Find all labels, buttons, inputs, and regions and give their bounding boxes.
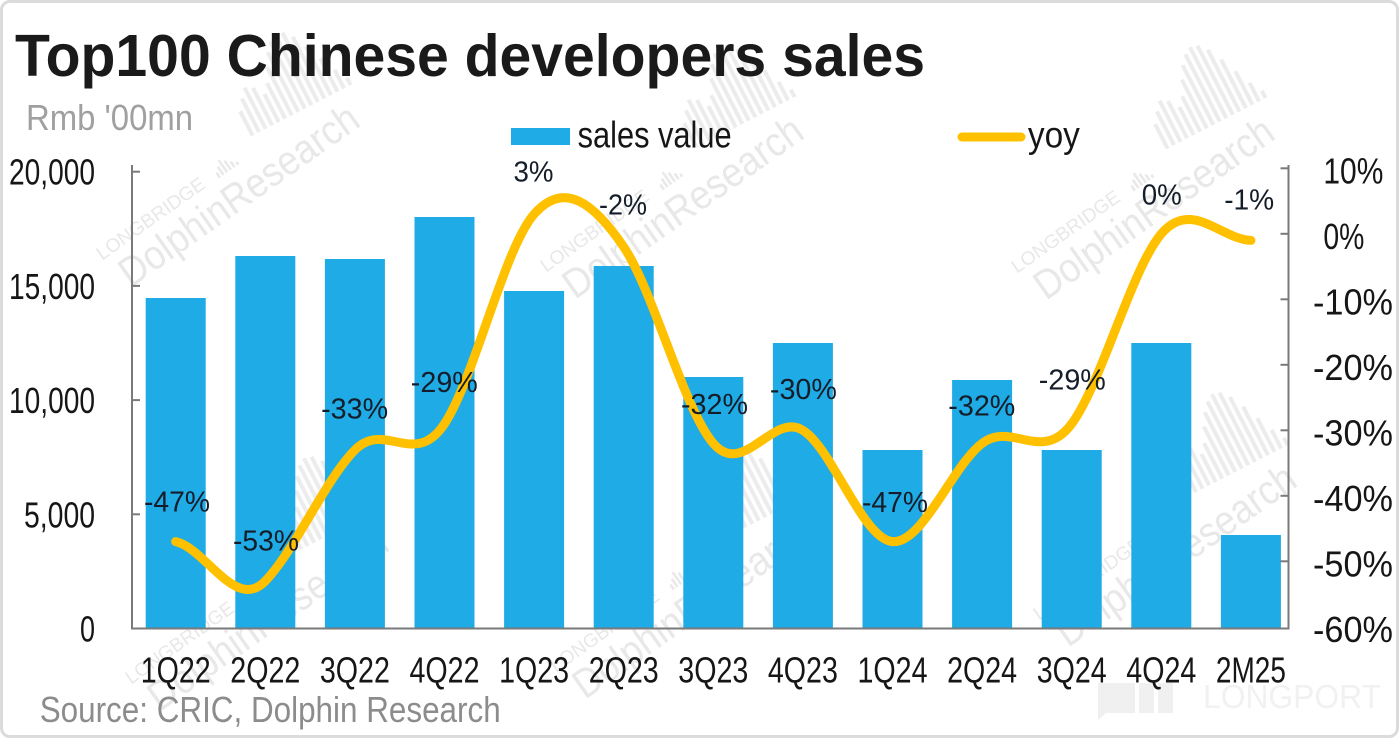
svg-text:10,000: 10,000 bbox=[9, 380, 95, 421]
svg-text:1Q22: 1Q22 bbox=[141, 650, 211, 691]
svg-text:yoy: yoy bbox=[1028, 115, 1080, 156]
svg-text:1Q24: 1Q24 bbox=[858, 650, 928, 691]
svg-text:-53%: -53% bbox=[233, 525, 299, 557]
svg-text:3Q24: 3Q24 bbox=[1037, 650, 1107, 691]
svg-text:15,000: 15,000 bbox=[9, 266, 95, 307]
svg-text:0%: 0% bbox=[1323, 216, 1364, 257]
svg-text:-33%: -33% bbox=[321, 394, 388, 426]
svg-text:1Q23: 1Q23 bbox=[499, 650, 569, 691]
svg-text:2Q24: 2Q24 bbox=[947, 650, 1017, 691]
svg-text:-20%: -20% bbox=[1313, 347, 1393, 388]
svg-text:-40%: -40% bbox=[1313, 478, 1393, 519]
svg-text:4Q22: 4Q22 bbox=[410, 650, 480, 691]
svg-text:-32%: -32% bbox=[948, 390, 1015, 422]
svg-text:-47%: -47% bbox=[862, 487, 928, 519]
svg-text:-29%: -29% bbox=[1039, 364, 1106, 396]
svg-text:2M25: 2M25 bbox=[1216, 650, 1286, 691]
svg-text:Top100 Chinese developers sale: Top100 Chinese developers sales bbox=[15, 23, 925, 89]
svg-text:2Q23: 2Q23 bbox=[589, 650, 659, 691]
svg-text:-60%: -60% bbox=[1313, 609, 1393, 650]
svg-text:LONGPORT: LONGPORT bbox=[1203, 678, 1381, 715]
svg-text:-30%: -30% bbox=[770, 374, 837, 406]
svg-text:4Q24: 4Q24 bbox=[1126, 650, 1196, 691]
svg-text:-1%: -1% bbox=[1224, 185, 1274, 217]
svg-text:0: 0 bbox=[80, 609, 95, 650]
svg-text:3Q22: 3Q22 bbox=[320, 650, 390, 691]
svg-text:Rmb '00mn: Rmb '00mn bbox=[26, 97, 193, 138]
svg-text:3%: 3% bbox=[514, 157, 554, 189]
svg-text:-29%: -29% bbox=[411, 367, 478, 399]
svg-text:2Q22: 2Q22 bbox=[230, 650, 300, 691]
svg-text:3Q23: 3Q23 bbox=[678, 650, 748, 691]
svg-text:20,000: 20,000 bbox=[9, 152, 95, 193]
svg-text:-2%: -2% bbox=[599, 189, 647, 221]
svg-text:-32%: -32% bbox=[681, 389, 748, 421]
svg-text:10%: 10% bbox=[1323, 150, 1383, 191]
svg-text:5,000: 5,000 bbox=[24, 494, 95, 535]
svg-text:-50%: -50% bbox=[1313, 543, 1393, 584]
svg-text:-10%: -10% bbox=[1313, 281, 1393, 322]
svg-text:sales value: sales value bbox=[578, 115, 732, 156]
svg-text:0%: 0% bbox=[1142, 179, 1182, 211]
svg-text:Source: CRIC, Dolphin Research: Source: CRIC, Dolphin Research bbox=[40, 689, 501, 730]
svg-text:4Q23: 4Q23 bbox=[768, 650, 838, 691]
svg-text:-30%: -30% bbox=[1313, 412, 1393, 453]
svg-text:-47%: -47% bbox=[144, 486, 210, 518]
